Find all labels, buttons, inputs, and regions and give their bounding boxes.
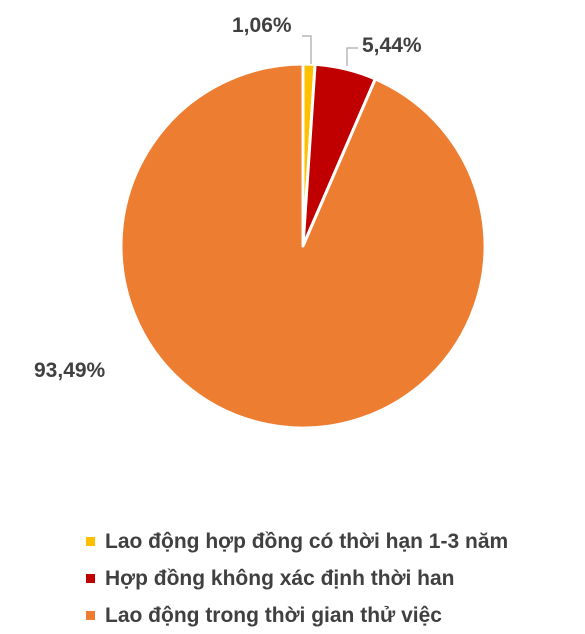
- legend-item: Lao động trong thời gian thử việc: [86, 597, 508, 634]
- data-label: 5,44%: [362, 34, 422, 57]
- legend-item: Lao động hợp đồng có thời hạn 1-3 năm: [86, 523, 508, 560]
- legend-swatch-icon: [86, 537, 95, 546]
- legend-item: Hợp đồng không xác định thời han: [86, 560, 508, 597]
- leader-line: [346, 47, 358, 66]
- legend-swatch-icon: [86, 611, 95, 620]
- legend-label: Hợp đồng không xác định thời han: [105, 566, 455, 590]
- legend-label: Lao động hợp đồng có thời hạn 1-3 năm: [105, 529, 509, 553]
- leader-line: [302, 35, 312, 64]
- legend-label: Lao động trong thời gian thử việc: [105, 603, 442, 627]
- legend-swatch-icon: [86, 574, 95, 583]
- data-label: 93,49%: [34, 359, 106, 382]
- chart-legend: Lao động hợp đồng có thời hạn 1-3 năm Hợ…: [86, 523, 508, 634]
- data-label: 1,06%: [232, 14, 292, 37]
- pie-slice: [119, 62, 487, 430]
